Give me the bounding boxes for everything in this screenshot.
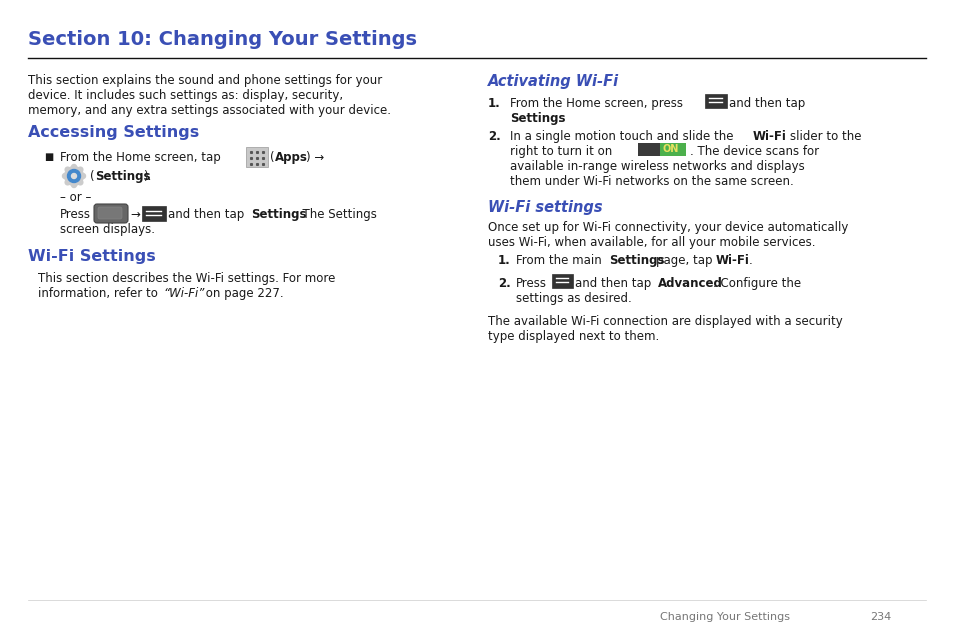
Text: uses Wi-Fi, when available, for all your mobile services.: uses Wi-Fi, when available, for all your… <box>488 236 815 249</box>
Text: From the main: From the main <box>516 254 601 267</box>
FancyBboxPatch shape <box>638 143 659 156</box>
Text: and then tap: and then tap <box>168 208 244 221</box>
Circle shape <box>78 167 83 172</box>
FancyBboxPatch shape <box>142 206 166 221</box>
Circle shape <box>65 167 71 172</box>
Text: Section 10: Changing Your Settings: Section 10: Changing Your Settings <box>28 30 416 49</box>
Text: Apps: Apps <box>274 151 308 164</box>
Text: Settings: Settings <box>510 112 565 125</box>
Text: memory, and any extra settings associated with your device.: memory, and any extra settings associate… <box>28 104 391 117</box>
Text: screen displays.: screen displays. <box>60 223 154 236</box>
Text: page, tap: page, tap <box>656 254 712 267</box>
Text: right to turn it on: right to turn it on <box>510 145 612 158</box>
Text: . Configure the: . Configure the <box>712 277 801 290</box>
Text: and then tap: and then tap <box>575 277 651 290</box>
Text: “Wi-Fi”: “Wi-Fi” <box>163 287 204 300</box>
Text: 1.: 1. <box>488 97 500 110</box>
Text: (: ( <box>90 170 94 183</box>
Circle shape <box>71 174 76 179</box>
Text: Activating Wi-Fi: Activating Wi-Fi <box>488 74 618 89</box>
Text: The available Wi-Fi connection are displayed with a security: The available Wi-Fi connection are displ… <box>488 315 841 328</box>
Text: type displayed next to them.: type displayed next to them. <box>488 330 659 343</box>
Text: Settings: Settings <box>608 254 664 267</box>
Text: (: ( <box>270 151 274 164</box>
Circle shape <box>68 170 80 183</box>
Text: slider to the: slider to the <box>789 130 861 143</box>
Text: From the Home screen, tap: From the Home screen, tap <box>60 151 220 164</box>
Text: Changing Your Settings: Changing Your Settings <box>659 612 789 622</box>
Text: Wi-Fi settings: Wi-Fi settings <box>488 200 602 215</box>
Text: 2.: 2. <box>497 277 510 290</box>
Circle shape <box>65 167 84 186</box>
Text: 2.: 2. <box>488 130 500 143</box>
Circle shape <box>71 183 76 188</box>
Text: Wi-Fi: Wi-Fi <box>752 130 786 143</box>
FancyBboxPatch shape <box>246 147 268 167</box>
Text: on page 227.: on page 227. <box>202 287 283 300</box>
Text: In a single motion touch and slide the: In a single motion touch and slide the <box>510 130 733 143</box>
Text: ) →: ) → <box>306 151 324 164</box>
Text: .: . <box>558 112 561 125</box>
Circle shape <box>65 180 71 185</box>
Text: ON: ON <box>662 144 679 154</box>
Text: This section explains the sound and phone settings for your: This section explains the sound and phon… <box>28 74 382 87</box>
Text: available in-range wireless networks and displays: available in-range wireless networks and… <box>510 160 804 173</box>
FancyBboxPatch shape <box>98 207 122 219</box>
Text: Once set up for Wi-Fi connectivity, your device automatically: Once set up for Wi-Fi connectivity, your… <box>488 221 847 234</box>
Text: This section describes the Wi-Fi settings. For more: This section describes the Wi-Fi setting… <box>38 272 335 285</box>
Text: Press: Press <box>516 277 546 290</box>
Text: →: → <box>130 208 140 221</box>
Text: From the Home screen, press: From the Home screen, press <box>510 97 682 110</box>
Text: . The Settings: . The Settings <box>294 208 376 221</box>
Circle shape <box>80 174 86 179</box>
Circle shape <box>71 165 76 170</box>
Circle shape <box>78 180 83 185</box>
Circle shape <box>63 174 68 179</box>
Text: Wi-Fi Settings: Wi-Fi Settings <box>28 249 155 264</box>
Text: Accessing Settings: Accessing Settings <box>28 125 199 140</box>
Text: .: . <box>748 254 752 267</box>
Text: and then tap: and then tap <box>728 97 804 110</box>
Text: . The device scans for: . The device scans for <box>689 145 819 158</box>
FancyBboxPatch shape <box>704 94 726 108</box>
Text: them under Wi-Fi networks on the same screen.: them under Wi-Fi networks on the same sc… <box>510 175 793 188</box>
Text: Advanced: Advanced <box>658 277 722 290</box>
Text: Press: Press <box>60 208 91 221</box>
Text: Settings: Settings <box>95 170 151 183</box>
FancyBboxPatch shape <box>94 204 128 223</box>
Text: Wi-Fi: Wi-Fi <box>716 254 749 267</box>
Text: Settings: Settings <box>251 208 306 221</box>
FancyBboxPatch shape <box>659 143 685 156</box>
Text: 234: 234 <box>869 612 890 622</box>
Text: information, refer to: information, refer to <box>38 287 161 300</box>
Text: ■: ■ <box>44 152 53 162</box>
FancyBboxPatch shape <box>552 274 573 288</box>
Text: – or –: – or – <box>60 191 91 204</box>
Text: ).: ). <box>143 170 152 183</box>
Text: device. It includes such settings as: display, security,: device. It includes such settings as: di… <box>28 89 343 102</box>
Text: 1.: 1. <box>497 254 510 267</box>
Text: settings as desired.: settings as desired. <box>516 292 631 305</box>
